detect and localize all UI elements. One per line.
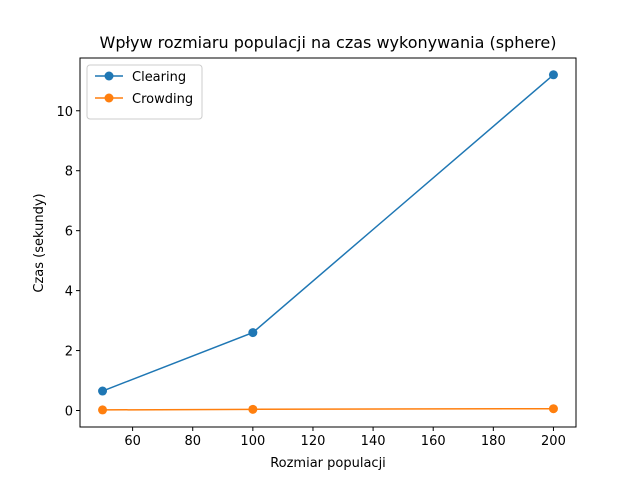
legend-box [86, 64, 203, 120]
y-tick-label: 8 [65, 165, 73, 180]
legend: Clearing Crowding [86, 64, 203, 120]
x-tick-label: 160 [421, 434, 446, 449]
y-tick-label: 4 [65, 285, 73, 300]
x-tick-label: 140 [361, 434, 386, 449]
plot-frame [79, 57, 577, 428]
x-tick-label: 120 [301, 434, 326, 449]
data-point-crowding [98, 405, 108, 415]
x-tick-label: 100 [240, 434, 265, 449]
data-point-clearing [248, 328, 258, 338]
data-point-clearing [98, 386, 108, 396]
y-tick-label: 6 [65, 225, 73, 240]
y-tick-label: 0 [65, 405, 73, 420]
x-axis-label: Rozmiar populacji [270, 456, 386, 471]
y-axis-label: Czas (sekundy) [32, 193, 47, 292]
plot-area [98, 70, 558, 415]
legend-label-crowding: Crowding [132, 92, 193, 107]
data-point-clearing [548, 70, 558, 80]
chart-title: Wpływ rozmiaru populacji na czas wykonyw… [100, 33, 557, 52]
legend-marker-crowding [104, 93, 114, 103]
series-line-crowding [102, 407, 554, 411]
legend-label-clearing: Clearing [132, 70, 186, 85]
x-tick-label: 180 [481, 434, 506, 449]
y-tick-label: 2 [65, 345, 73, 360]
x-tick-label: 80 [184, 434, 201, 449]
legend-marker-clearing [104, 71, 114, 81]
data-point-crowding [548, 404, 558, 414]
series-line-clearing [102, 74, 554, 392]
axes-ticks: 60 80 100 120 140 160 180 200 0 2 4 6 8 10 [56, 105, 565, 449]
x-tick-label: 200 [541, 434, 566, 449]
y-tick-label: 10 [56, 105, 73, 120]
data-point-crowding [248, 404, 258, 414]
x-tick-label: 60 [124, 434, 141, 449]
